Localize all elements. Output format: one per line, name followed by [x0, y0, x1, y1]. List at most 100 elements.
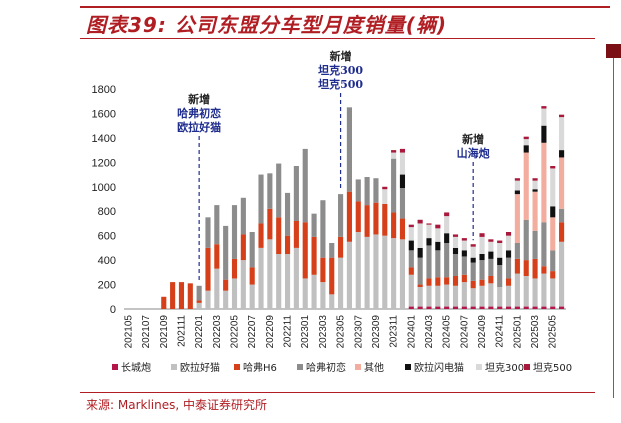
- bar-segment: [523, 152, 529, 220]
- x-tick-label: 202303: [318, 315, 329, 349]
- bar-segment: [399, 148, 406, 153]
- bar-segment: [497, 306, 503, 309]
- bar-segment: [187, 283, 193, 309]
- legend-swatch: [297, 364, 303, 370]
- bar-segment: [461, 238, 467, 241]
- legend-label: 坦克500: [533, 361, 572, 374]
- bar-segment: [302, 222, 308, 279]
- legend-swatch: [234, 364, 240, 370]
- bar-segment: [435, 228, 441, 242]
- x-tick-label: 202305: [336, 315, 347, 349]
- bar-segment: [532, 258, 538, 279]
- bar-segment: [408, 240, 414, 251]
- bar-segment: [559, 150, 565, 158]
- bar-segment: [355, 179, 361, 202]
- bar-segment: [479, 279, 485, 286]
- adjacent-chart-marker: [606, 44, 621, 58]
- bar-segment: [505, 285, 512, 307]
- x-tick-label: 202503: [530, 315, 541, 349]
- bar-segment: [408, 267, 414, 275]
- bar-segment: [479, 236, 485, 254]
- x-tick-label: 202301: [300, 315, 311, 349]
- annotation-text: 哈弗初恋: [177, 106, 221, 120]
- bar-segment: [417, 257, 423, 285]
- bar-segment: [461, 250, 467, 257]
- adjacent-chart-axis: [613, 58, 614, 398]
- bar-segment: [461, 306, 467, 309]
- bar-segment: [470, 288, 476, 307]
- bar-segment: [426, 238, 432, 246]
- bar-segment: [541, 222, 547, 267]
- bar-segment: [311, 213, 317, 237]
- bar-segment: [444, 216, 450, 234]
- bar-segment: [346, 191, 352, 242]
- bar-segment: [364, 236, 370, 309]
- bar-segment: [214, 205, 220, 245]
- bar-segment: [373, 178, 379, 203]
- bar-segment: [497, 265, 503, 287]
- header-rule: [80, 0, 610, 8]
- legend-swatch: [355, 364, 361, 370]
- y-tick-label: 600: [98, 231, 116, 243]
- bar-segment: [435, 224, 441, 229]
- bar-segment: [329, 243, 335, 258]
- bar-segment: [373, 202, 379, 235]
- bar-segment: [444, 306, 450, 309]
- legend-label: 欧拉好猫: [180, 361, 220, 374]
- bar-segment: [408, 250, 414, 268]
- bar-segment: [541, 108, 547, 126]
- bar-segment: [399, 239, 406, 309]
- bar-segment: [488, 251, 494, 259]
- legend-swatch: [171, 364, 177, 370]
- bar-segment: [338, 257, 344, 309]
- bar-segment: [505, 278, 512, 286]
- y-tick-label: 0: [110, 304, 116, 316]
- bar-segment: [426, 306, 432, 309]
- bar-segment: [435, 241, 441, 251]
- bar-segment: [470, 280, 476, 289]
- x-tick-label: 202409: [477, 315, 488, 349]
- bar-segment: [223, 290, 229, 309]
- x-tick-label: 202309: [371, 315, 382, 349]
- y-tick-label: 400: [98, 255, 116, 267]
- bar-segment: [364, 205, 370, 237]
- legend-label: 长城炮: [121, 361, 151, 374]
- bar-segment: [338, 194, 344, 237]
- bar-segment: [399, 152, 406, 175]
- bar-segment: [399, 218, 406, 240]
- bar-segment: [444, 233, 450, 243]
- bar-segment: [550, 168, 556, 207]
- x-tick-label: 202205: [230, 315, 241, 349]
- bar-segment: [461, 256, 467, 275]
- legend-swatch: [476, 364, 482, 370]
- bar-segment: [532, 278, 538, 307]
- bar-segment: [426, 278, 432, 286]
- bar-segment: [488, 241, 494, 252]
- bar-segment: [479, 306, 485, 309]
- y-tick-label: 1600: [92, 108, 116, 120]
- annotation-head: 新增: [330, 49, 352, 63]
- legend-swatch: [524, 364, 530, 370]
- x-tick-label: 202403: [424, 315, 435, 349]
- bar-segment: [196, 302, 202, 309]
- bar-segment: [497, 257, 503, 265]
- bar-segment: [170, 282, 176, 309]
- bar-segment: [488, 258, 494, 276]
- bar-segment: [391, 150, 397, 153]
- x-tick-label: 202211: [283, 315, 294, 348]
- legend-swatch: [112, 364, 118, 370]
- legend-label: 坦克300: [485, 361, 524, 374]
- annotation-text: 山海炮: [457, 146, 490, 160]
- bar-segment: [559, 241, 565, 307]
- bar-segment: [240, 260, 246, 309]
- bar-segment: [355, 232, 361, 309]
- bar-segment: [479, 285, 485, 307]
- bar-segment: [559, 157, 565, 209]
- bar-segment: [550, 250, 556, 272]
- x-tick-label: 202109: [159, 315, 170, 349]
- bar-segment: [364, 177, 370, 206]
- bar-segment: [497, 287, 503, 307]
- bar-segment: [391, 212, 397, 239]
- bar-segment: [267, 239, 273, 309]
- bar-segment: [258, 247, 264, 309]
